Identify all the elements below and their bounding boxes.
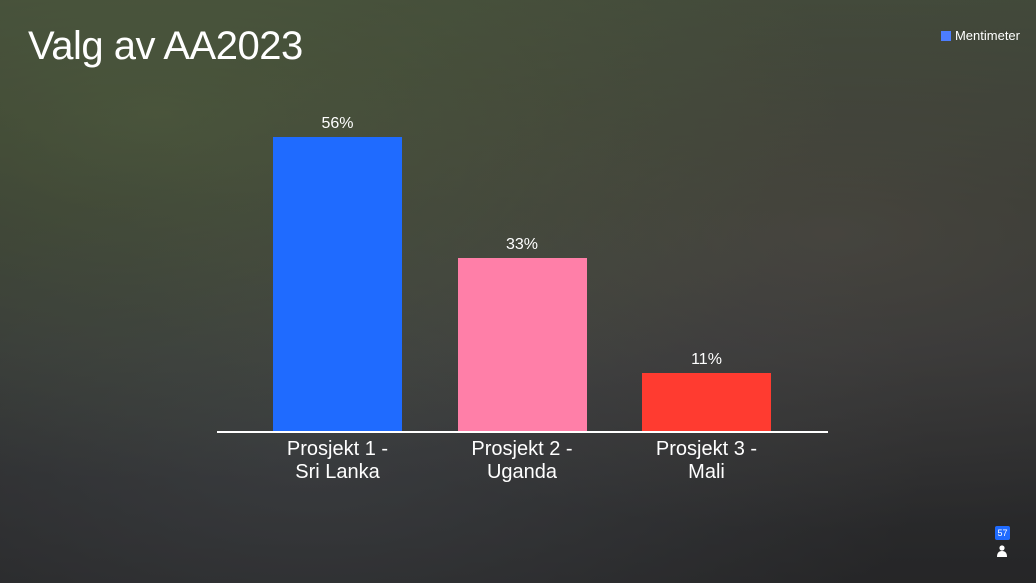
x-tick-label: Prosjekt 2 - Uganda: [462, 438, 582, 484]
participant-icon: [997, 545, 1007, 557]
data-label: 33%: [458, 236, 587, 254]
baseline: [217, 431, 828, 433]
participant-count: 57: [995, 526, 1010, 540]
bar: [458, 258, 587, 431]
x-tick-label: Prosjekt 1 - Sri Lanka: [278, 438, 398, 484]
slide: Valg av AA2023 Mentimeter 57 56% Prosjekt…: [0, 0, 1036, 583]
bar: [642, 373, 771, 431]
data-label: 11%: [642, 351, 771, 369]
x-tick-label: Prosjekt 3 - Mali: [647, 438, 767, 484]
data-label: 56%: [273, 115, 402, 133]
bar: [273, 137, 402, 431]
chart-title: Valg av AA2023: [28, 24, 303, 69]
brand-logo: Mentimeter: [941, 28, 1020, 43]
